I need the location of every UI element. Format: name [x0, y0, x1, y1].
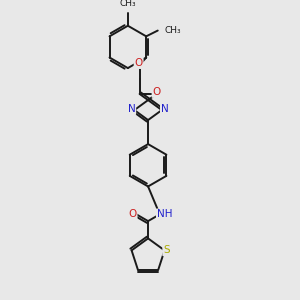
Text: N: N [161, 104, 169, 114]
Text: O: O [152, 87, 161, 97]
Text: S: S [163, 245, 170, 255]
Text: N: N [128, 104, 135, 114]
Text: O: O [134, 58, 143, 68]
Text: CH₃: CH₃ [164, 26, 181, 35]
Text: O: O [128, 209, 137, 219]
Text: NH: NH [157, 209, 172, 219]
Text: CH₃: CH₃ [120, 0, 136, 8]
